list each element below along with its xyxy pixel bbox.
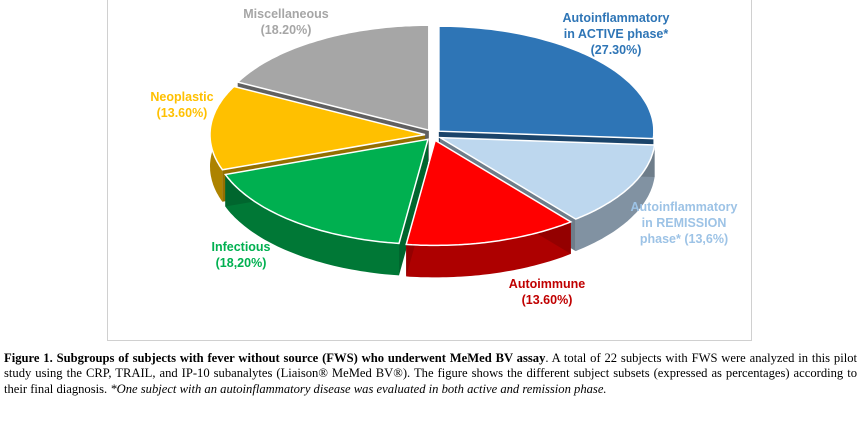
slice-label-neoplastic: Neoplastic (13.60%) bbox=[150, 89, 213, 121]
slice-label-line: Infectious bbox=[211, 240, 271, 254]
figure-caption: Figure 1. Subgroups of subjects with fev… bbox=[4, 351, 857, 397]
slice-label-line: (18.20%) bbox=[260, 23, 312, 37]
slice-label-line: (13.60%) bbox=[521, 293, 573, 307]
slice-label-line: Miscellaneous bbox=[243, 7, 329, 21]
slice-label-line: Autoimmune bbox=[508, 277, 586, 291]
slice-label-autoinflammatory-remission: Autoinflammatory in REMISSION phase* (13… bbox=[631, 199, 738, 247]
caption-footnote: *One subject with an autoinflammatory di… bbox=[110, 381, 607, 396]
slice-label-line: phase* (13,6%) bbox=[639, 232, 729, 246]
slice-label-line: (27.30%) bbox=[590, 43, 642, 57]
slice-label-line: (13.60%) bbox=[156, 106, 208, 120]
slice-label-line: Autoinflammatory bbox=[562, 11, 670, 25]
pie-slice-1 bbox=[437, 136, 656, 220]
slice-label-infectious: Infectious (18,20%) bbox=[211, 239, 270, 271]
slice-label-line: Neoplastic bbox=[150, 90, 214, 104]
pie-slice-5 bbox=[236, 24, 430, 132]
slice-label-line: in REMISSION bbox=[641, 216, 727, 230]
pie-slice-wall bbox=[406, 221, 571, 278]
slice-label-line: (18,20%) bbox=[215, 256, 267, 270]
slice-label-miscellaneous: Miscellaneous (18.20%) bbox=[243, 6, 328, 38]
slice-label-line: in ACTIVE phase* bbox=[563, 27, 669, 41]
caption-body: . A total of 22 subjects with FWS were a… bbox=[4, 351, 857, 396]
pie-chart bbox=[209, 24, 656, 278]
slice-label-autoimmune: Autoimmune (13.60%) bbox=[509, 276, 585, 308]
caption-figure-label: Figure 1. Subgroups of subjects with fev… bbox=[4, 351, 546, 365]
pie-slice-2 bbox=[405, 139, 573, 247]
slice-label-line: Autoinflammatory bbox=[630, 200, 738, 214]
chart-frame: Autoinflammatory in ACTIVE phase* (27.30… bbox=[107, 0, 752, 341]
pie-slice-0 bbox=[438, 25, 655, 140]
pie-slice-4 bbox=[209, 85, 426, 171]
pie-slice-3 bbox=[223, 138, 430, 245]
slice-label-autoinflammatory-active: Autoinflammatory in ACTIVE phase* (27.30… bbox=[563, 10, 670, 58]
pie-slice-wall bbox=[575, 145, 655, 252]
pie-slice-wall bbox=[225, 174, 399, 276]
pie-slice-face bbox=[399, 139, 428, 276]
